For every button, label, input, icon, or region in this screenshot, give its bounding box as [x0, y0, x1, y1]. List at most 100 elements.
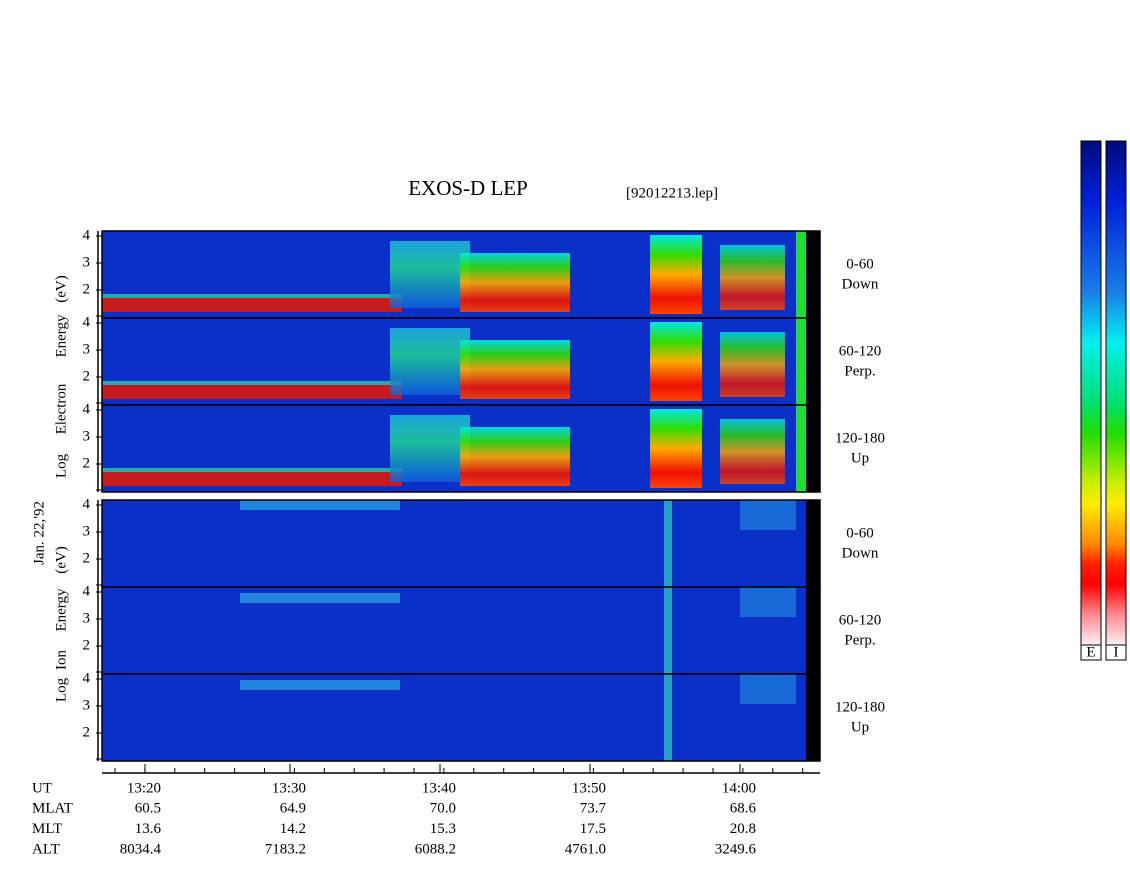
- orbit-value: 6088.2: [415, 841, 456, 857]
- hot-region: [720, 419, 785, 484]
- direction-label: Down: [842, 545, 879, 561]
- color-bar: [1105, 140, 1127, 646]
- orbit-value: 20.8: [730, 821, 756, 837]
- axis-word: Ion: [53, 650, 69, 670]
- y-tick-label: 4: [83, 314, 91, 330]
- ion-spike: [664, 674, 672, 761]
- hot-region: [460, 253, 570, 312]
- orbit-value: 4761.0: [565, 841, 606, 857]
- axis-word: (eV): [53, 275, 69, 302]
- orbit-label: MLT: [32, 821, 62, 837]
- low-energy-band: [102, 381, 402, 385]
- hot-region: [650, 409, 702, 488]
- direction-label: Up: [851, 450, 869, 466]
- low-energy-band: [102, 468, 402, 472]
- data-gap: [806, 587, 820, 674]
- axis-word: (eV): [53, 546, 69, 573]
- angle-label: 0-60: [846, 525, 874, 541]
- y-tick-label: 3: [83, 697, 91, 713]
- y-tick-label: 4: [83, 227, 91, 243]
- y-tick-label: 2: [83, 550, 91, 566]
- y-tick-label: 3: [83, 610, 91, 626]
- high-band: [796, 318, 806, 405]
- ion-region: [740, 674, 796, 704]
- direction-label: Up: [851, 719, 869, 735]
- high-band: [796, 405, 806, 492]
- cool-region: [390, 328, 470, 395]
- orbit-value: 8034.4: [120, 841, 162, 857]
- ion-region: [740, 587, 796, 617]
- orbit-value: 64.9: [280, 801, 306, 817]
- data-gap: [806, 500, 820, 587]
- y-tick-label: 4: [83, 401, 91, 417]
- date: Jan. 22,'92: [31, 501, 47, 565]
- y-tick-label: 4: [83, 670, 91, 686]
- low-energy-band: [102, 294, 402, 298]
- spectrogram: [102, 674, 820, 761]
- hot-region: [650, 322, 702, 401]
- direction-label: Perp.: [844, 363, 875, 379]
- color-bar-label: I: [1114, 644, 1119, 660]
- orbit-value: 13.6: [135, 821, 162, 837]
- orbit-label: UT: [32, 780, 52, 796]
- hot-region: [720, 245, 785, 310]
- file-name: [92012213.lep]: [626, 185, 718, 201]
- y-tick-label: 2: [83, 455, 91, 471]
- hot-region: [460, 427, 570, 486]
- angle-label: 120-180: [835, 699, 885, 715]
- orbit-value: 68.6: [730, 801, 757, 817]
- orbit-value: 13:50: [572, 780, 606, 796]
- color-bars: E I: [1080, 140, 1127, 661]
- y-tick-label: 4: [83, 583, 91, 599]
- angle-label: 60-120: [839, 612, 882, 628]
- data-gap: [806, 405, 820, 492]
- low-energy-band: [102, 298, 402, 312]
- axis-word: Log: [53, 453, 69, 478]
- cool-region: [390, 415, 470, 482]
- axis-word: Log: [53, 677, 69, 702]
- hot-region: [650, 235, 702, 314]
- y-tick-label: 3: [83, 428, 91, 444]
- orbit-value: 15.3: [430, 821, 456, 837]
- orbit-value: 14:00: [722, 780, 756, 796]
- spectrogram: [102, 587, 820, 674]
- orbit-value: 13:20: [127, 780, 161, 796]
- y-tick-label: 2: [83, 637, 91, 653]
- color-bar: [1080, 140, 1102, 646]
- direction-label: Perp.: [844, 632, 875, 648]
- color-bar-label: E: [1086, 644, 1095, 660]
- orbit-value: 60.5: [135, 801, 161, 817]
- y-tick-label: 4: [83, 496, 91, 512]
- panel-frame: [101, 404, 821, 493]
- orbit-value: 70.0: [430, 801, 456, 817]
- angle-label: 60-120: [839, 343, 882, 359]
- orbit-value: 3249.6: [715, 841, 757, 857]
- high-band: [796, 231, 806, 318]
- data-gap: [806, 318, 820, 405]
- orbit-value: 17.5: [580, 821, 606, 837]
- ion-band: [240, 680, 400, 690]
- ion-band: [240, 500, 400, 510]
- angle-label: 0-60: [846, 256, 874, 272]
- cool-region: [390, 241, 470, 308]
- spectrogram: [102, 500, 820, 587]
- panel-frame: [101, 673, 821, 762]
- direction-label: Down: [842, 276, 879, 292]
- orbit-label: ALT: [32, 841, 60, 857]
- title: EXOS-D LEP: [408, 176, 528, 200]
- y-tick-label: 2: [83, 281, 91, 297]
- orbit-value: 13:30: [272, 780, 306, 796]
- orbit-value: 13:40: [422, 780, 456, 796]
- ion-band: [240, 593, 400, 603]
- hot-region: [720, 332, 785, 397]
- y-tick-label: 2: [83, 724, 91, 740]
- color-bar-box: [1080, 644, 1102, 661]
- y-tick-label: 3: [83, 254, 91, 270]
- axis-word: Energy: [53, 588, 69, 632]
- low-energy-band: [102, 472, 402, 486]
- orbit-value: 14.2: [280, 821, 306, 837]
- orbit-value: 7183.2: [265, 841, 306, 857]
- data-gap: [806, 674, 820, 761]
- y-tick-label: 3: [83, 341, 91, 357]
